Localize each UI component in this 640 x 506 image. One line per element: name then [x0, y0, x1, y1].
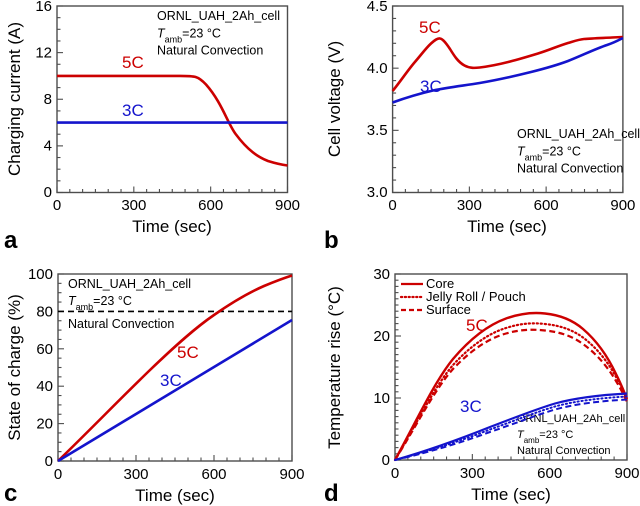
svg-text:5C: 5C	[122, 53, 144, 72]
svg-text:8: 8	[44, 91, 52, 108]
svg-text:3C: 3C	[122, 101, 144, 120]
svg-text:0: 0	[54, 466, 62, 483]
svg-text:Surface: Surface	[426, 302, 471, 317]
svg-text:900: 900	[279, 466, 304, 483]
svg-text:ORNL_UAH_2Ah_cell: ORNL_UAH_2Ah_cell	[517, 413, 625, 425]
svg-text:State of charge (%): State of charge (%)	[5, 294, 24, 440]
svg-text:0: 0	[53, 197, 61, 214]
svg-text:0: 0	[44, 184, 52, 201]
svg-text:Time (sec): Time (sec)	[132, 217, 212, 236]
svg-text:Natural Convection: Natural Convection	[517, 162, 623, 176]
svg-text:10: 10	[373, 390, 390, 407]
svg-text:600: 600	[201, 466, 226, 483]
svg-text:3C: 3C	[460, 397, 482, 416]
svg-text:Time (sec): Time (sec)	[135, 486, 215, 505]
svg-text:20: 20	[36, 416, 53, 433]
svg-text:Tamb=23 °C: Tamb=23 °C	[517, 429, 573, 445]
svg-text:Tamb=23 °C: Tamb=23 °C	[68, 294, 132, 312]
svg-text:300: 300	[457, 197, 482, 214]
svg-text:5C: 5C	[466, 316, 488, 335]
svg-text:80: 80	[36, 303, 53, 320]
svg-text:100: 100	[28, 266, 53, 283]
svg-text:60: 60	[36, 341, 53, 358]
svg-text:0: 0	[45, 453, 53, 470]
svg-text:300: 300	[460, 465, 485, 482]
svg-text:Natural Convection: Natural Convection	[68, 317, 174, 331]
svg-text:0: 0	[391, 465, 399, 482]
svg-text:5C: 5C	[177, 343, 199, 362]
svg-text:20: 20	[373, 328, 390, 345]
svg-text:600: 600	[198, 197, 223, 214]
svg-text:Tamb=23 °C: Tamb=23 °C	[517, 145, 581, 163]
svg-text:d: d	[324, 480, 339, 506]
svg-text:c: c	[4, 480, 17, 506]
svg-text:Natural Convection: Natural Convection	[517, 445, 611, 457]
svg-text:3.5: 3.5	[367, 122, 388, 139]
svg-text:3C: 3C	[160, 371, 182, 390]
svg-text:300: 300	[121, 197, 146, 214]
svg-text:ORNL_UAH_2Ah_cell: ORNL_UAH_2Ah_cell	[68, 277, 191, 291]
svg-text:Natural Convection: Natural Convection	[157, 44, 263, 58]
svg-text:40: 40	[36, 378, 53, 395]
svg-text:0: 0	[388, 197, 396, 214]
svg-text:900: 900	[610, 197, 635, 214]
svg-text:Cell voltage (V): Cell voltage (V)	[325, 41, 344, 157]
svg-text:0: 0	[382, 452, 390, 469]
svg-text:Tamb=23 °C: Tamb=23 °C	[157, 27, 221, 45]
svg-text:12: 12	[35, 45, 52, 62]
svg-text:600: 600	[537, 465, 562, 482]
svg-text:5C: 5C	[419, 18, 441, 37]
svg-text:b: b	[324, 227, 339, 253]
svg-text:Time (sec): Time (sec)	[471, 485, 551, 504]
svg-text:900: 900	[614, 465, 639, 482]
svg-text:4.0: 4.0	[367, 60, 388, 77]
svg-text:ORNL_UAH_2Ah_cell: ORNL_UAH_2Ah_cell	[157, 9, 280, 23]
svg-text:600: 600	[534, 197, 559, 214]
svg-text:a: a	[4, 227, 18, 253]
svg-text:4: 4	[44, 138, 52, 155]
svg-text:300: 300	[123, 466, 148, 483]
svg-text:4.5: 4.5	[367, 0, 388, 15]
svg-text:ORNL_UAH_2Ah_cell: ORNL_UAH_2Ah_cell	[517, 127, 640, 141]
svg-text:3C: 3C	[420, 77, 442, 96]
svg-text:Charging current (A): Charging current (A)	[5, 22, 24, 176]
svg-text:900: 900	[275, 197, 300, 214]
svg-text:Temperature rise (°C): Temperature rise (°C)	[325, 286, 344, 449]
svg-text:3.0: 3.0	[367, 184, 388, 201]
svg-text:Time (sec): Time (sec)	[467, 217, 547, 236]
svg-text:16: 16	[35, 0, 52, 15]
svg-text:30: 30	[373, 266, 390, 283]
